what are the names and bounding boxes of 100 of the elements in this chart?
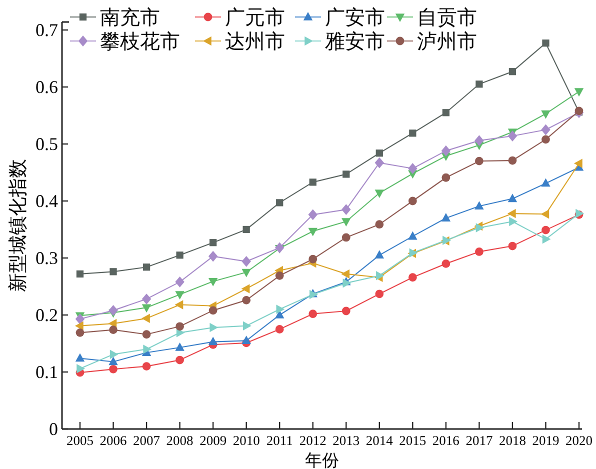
legend-label: 雅安市 <box>325 31 385 53</box>
point <box>474 135 484 146</box>
point <box>342 218 351 227</box>
point <box>541 124 550 136</box>
point <box>408 273 417 282</box>
legend-label: 广元市 <box>225 7 285 29</box>
point <box>75 353 85 362</box>
point <box>241 284 250 294</box>
point <box>374 157 384 168</box>
point <box>274 242 284 254</box>
point <box>342 170 350 178</box>
point <box>374 190 384 198</box>
legend-label: 泸州市 <box>417 31 477 53</box>
point <box>175 276 184 288</box>
point <box>507 208 516 218</box>
legend-label: 广安市 <box>325 7 385 29</box>
x-tick-label: 2019 <box>532 433 560 448</box>
point <box>142 264 150 271</box>
x-tick-label: 2006 <box>100 433 128 448</box>
point <box>108 304 118 316</box>
legend-label: 攀枝花市 <box>100 31 180 53</box>
x-tick-label: 2012 <box>299 433 326 448</box>
point <box>209 239 217 246</box>
x-tick-label: 2008 <box>166 433 194 448</box>
y-tick-label: 0.1 <box>36 362 58 382</box>
point <box>143 344 152 354</box>
x-axis-title: 年份 <box>305 451 339 469</box>
point <box>409 130 416 137</box>
point <box>442 173 450 182</box>
point <box>242 268 251 278</box>
point <box>441 145 451 156</box>
point <box>342 233 350 242</box>
point <box>242 336 251 344</box>
point <box>110 350 118 359</box>
point <box>75 314 85 324</box>
x-tick-label: 2009 <box>200 433 227 448</box>
point <box>110 268 117 276</box>
point <box>242 296 251 304</box>
x-tick-label: 2017 <box>466 433 493 448</box>
point <box>109 326 118 334</box>
point <box>542 135 550 144</box>
point <box>342 278 352 288</box>
y-tick-label: 0.5 <box>36 134 58 154</box>
point <box>175 291 184 300</box>
point <box>542 234 551 244</box>
point <box>542 226 550 234</box>
point <box>76 328 84 337</box>
point <box>374 250 384 258</box>
point <box>542 40 550 47</box>
point <box>408 196 417 206</box>
point <box>242 256 251 267</box>
x-tick-label: 2013 <box>332 433 360 448</box>
x-tick-label: 2018 <box>498 433 526 448</box>
point <box>508 156 517 165</box>
y-axis-title: 新型城镇化指数 <box>7 159 29 292</box>
point <box>475 156 484 166</box>
point <box>375 290 384 298</box>
point <box>308 209 318 220</box>
point <box>376 150 383 157</box>
x-tick-label: 2011 <box>266 433 293 448</box>
point <box>176 252 184 259</box>
point <box>142 294 152 304</box>
point <box>574 88 584 97</box>
x-tick-label: 2010 <box>232 433 260 448</box>
point <box>242 226 250 234</box>
x-tick-label: 2016 <box>432 433 460 448</box>
point <box>442 109 450 116</box>
point <box>76 364 86 374</box>
point <box>276 304 285 314</box>
x-tick-label: 2007 <box>133 433 160 448</box>
x-tick-label: 2005 <box>66 433 94 448</box>
point <box>208 278 218 286</box>
point <box>74 321 84 330</box>
point <box>375 220 384 229</box>
point <box>242 321 252 330</box>
point <box>210 322 218 332</box>
x-tick-label: 2014 <box>366 433 394 448</box>
point <box>441 213 451 222</box>
point <box>476 80 483 88</box>
point <box>474 201 484 210</box>
point <box>408 163 418 174</box>
point <box>208 250 218 262</box>
point <box>508 130 518 142</box>
legend-label: 南充市 <box>100 7 160 29</box>
y-tick-label: 0.6 <box>36 76 58 97</box>
point <box>508 68 516 76</box>
point <box>208 306 218 315</box>
point <box>176 322 184 331</box>
point <box>408 231 418 240</box>
y-tick-label: 0.2 <box>36 304 58 325</box>
point <box>540 209 550 219</box>
y-tick-label: 0.4 <box>36 190 58 211</box>
point <box>176 356 184 364</box>
y-tick-label: 0 <box>49 419 58 439</box>
point <box>109 364 118 374</box>
point <box>174 300 184 310</box>
point <box>341 269 350 279</box>
point <box>276 199 284 206</box>
point <box>142 362 151 370</box>
point <box>275 325 284 334</box>
